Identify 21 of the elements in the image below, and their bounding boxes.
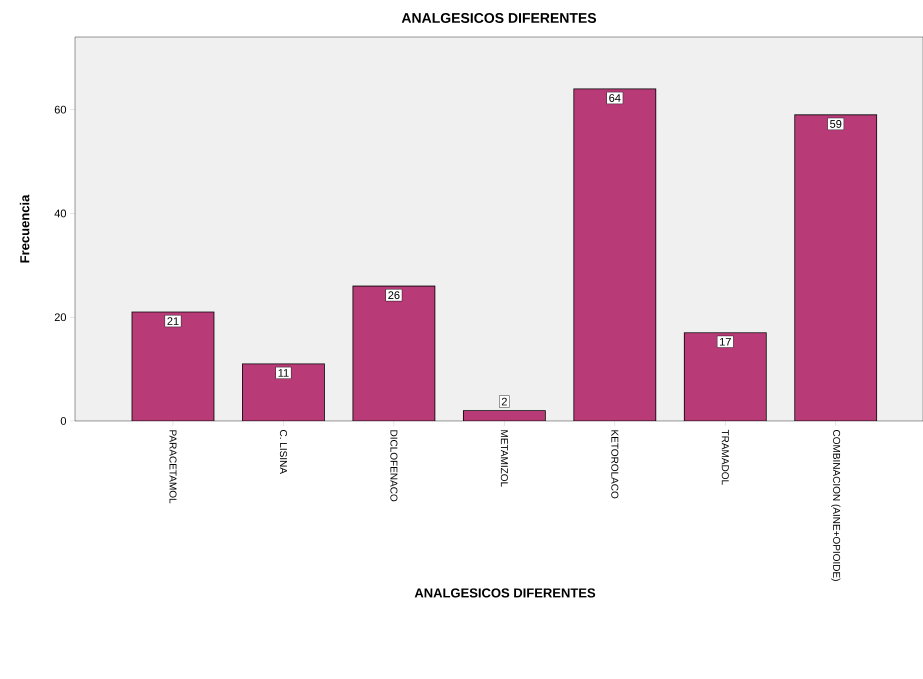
data-label: 17	[720, 338, 731, 346]
y-tick-label: 0	[60, 417, 66, 425]
x-tick-label: C. LISINA	[280, 430, 287, 474]
chart-title: ANALGESICOS DIFERENTES	[402, 13, 596, 23]
data-label: 21	[167, 317, 179, 325]
x-axis-title: ANALGESICOS DIFERENTES	[414, 588, 596, 598]
x-tick-label: DICLOFENACO	[390, 430, 398, 502]
data-label: 64	[609, 94, 621, 102]
data-label: 11	[278, 369, 289, 377]
x-tick-label: KETOROLACO	[611, 430, 618, 498]
data-label: 59	[830, 120, 842, 128]
x-tick-label: PARACETAMOL	[169, 430, 177, 504]
x-tick-label: TRAMADOL	[722, 430, 729, 485]
y-tick-label: 40	[54, 210, 66, 218]
y-tick-label: 20	[54, 313, 66, 322]
x-tick-label: METAMIZOL	[500, 430, 508, 487]
data-label: 26	[388, 291, 400, 300]
x-tick-label: COMBINACION (AINE+OPIOIDE)	[831, 430, 840, 581]
y-tick-label: 60	[54, 106, 66, 114]
y-axis-title: Frecuencia	[20, 194, 30, 262]
data-label: 2	[502, 398, 507, 406]
